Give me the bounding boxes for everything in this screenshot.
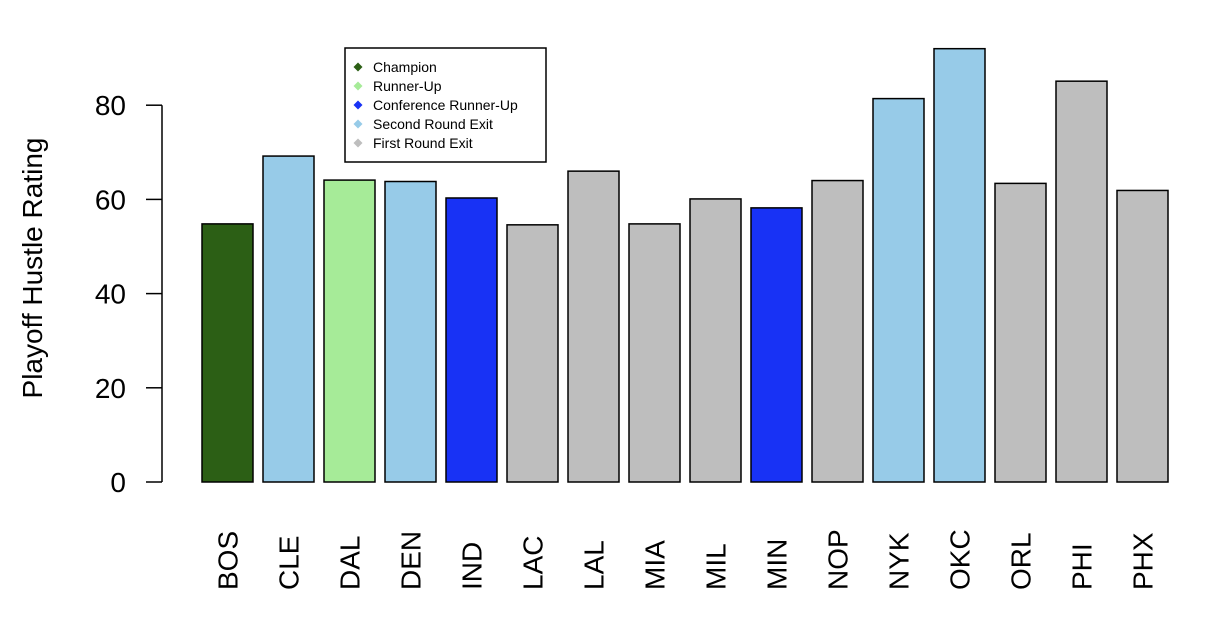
x-tick-label-nyk: NYK: [884, 532, 915, 590]
y-axis: 0 20 40 60 80: [95, 90, 163, 498]
x-tick-label-lac: LAC: [518, 536, 549, 590]
bar-den: [384, 180, 437, 483]
bar-cle: [262, 155, 315, 483]
x-tick-label-mia: MIA: [640, 540, 671, 590]
x-tick-label-lal: LAL: [579, 540, 610, 590]
x-tick-label-min: MIN: [762, 539, 793, 590]
bar-lac: [506, 224, 559, 483]
y-axis-title: Playoff Hustle Rating: [17, 138, 48, 399]
legend-swatch-first-round-exit: [353, 138, 363, 148]
x-tick-label-bos: BOS: [213, 531, 244, 590]
legend-box: [344, 47, 547, 163]
y-tick-label: 60: [95, 184, 126, 215]
x-tick-label-phi: PHI: [1067, 543, 1098, 590]
y-tick-label: 20: [95, 373, 126, 404]
bar-mia: [628, 223, 681, 483]
legend-label-runner-up: Runner-Up: [373, 78, 442, 94]
bar-lal: [567, 170, 620, 483]
bar-phi: [1055, 80, 1108, 483]
x-tick-label-nop: NOP: [823, 529, 854, 590]
bar-ind: [445, 197, 498, 483]
legend: Champion Runner-Up Conference Runner-Up Sec…: [344, 47, 547, 163]
legend-label-champion: Champion: [373, 59, 437, 75]
legend-swatch-runner-up: [353, 81, 363, 91]
legend-label-second-round-exit: Second Round Exit: [373, 116, 493, 132]
legend-swatch-champion: [353, 62, 363, 72]
x-tick-label-orl: ORL: [1006, 532, 1037, 590]
y-tick-label: 80: [95, 90, 126, 121]
x-tick-label-dal: DAL: [335, 536, 366, 590]
bars: [201, 47, 1169, 483]
legend-label-first-round-exit: First Round Exit: [373, 135, 473, 151]
x-tick-label-ind: IND: [457, 542, 488, 590]
x-tick-label-den: DEN: [396, 531, 427, 590]
bar-okc: [933, 47, 986, 483]
bar-nyk: [872, 97, 925, 483]
bar-orl: [994, 182, 1047, 483]
legend-swatch-second-round-exit: [353, 119, 363, 129]
bar-bos: [201, 223, 254, 483]
bar-nop: [811, 179, 864, 483]
x-axis-labels: BOS CLE DAL DEN IND LAC LAL MIA MIL MIN NOP NYK OKC O…: [213, 529, 1159, 590]
bar-phx: [1116, 189, 1169, 483]
bar-dal: [323, 179, 376, 483]
x-tick-label-cle: CLE: [274, 536, 305, 590]
bar-min: [750, 207, 803, 483]
legend-label-conference-runner-up: Conference Runner-Up: [373, 97, 518, 113]
x-tick-label-okc: OKC: [945, 529, 976, 590]
y-tick-label: 40: [95, 279, 126, 310]
x-tick-label-phx: PHX: [1128, 532, 1159, 590]
y-tick-label: 0: [110, 467, 126, 498]
legend-swatch-conference-runner-up: [353, 100, 363, 110]
x-tick-label-mil: MIL: [701, 543, 732, 590]
bar-mil: [689, 198, 742, 483]
